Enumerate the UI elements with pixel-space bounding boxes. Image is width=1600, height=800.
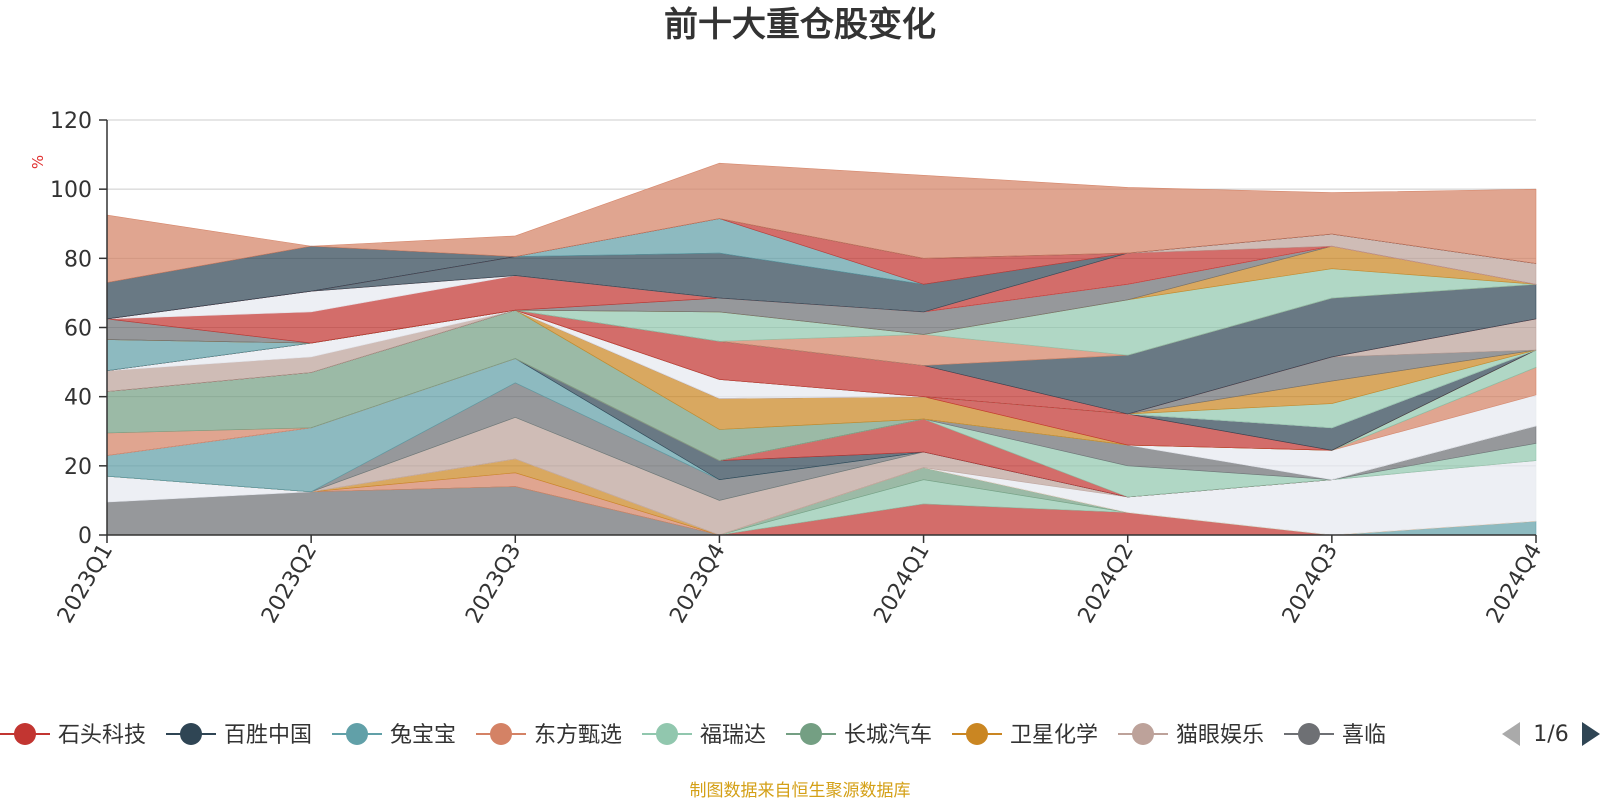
x-tick-labels: 2023Q1 2023Q2 2023Q3 2023Q4 2024Q1 2024Q2 2024… [53,535,1547,628]
legend-item[interactable]: 兔宝宝 [332,723,456,748]
legend-item[interactable]: 东方甄选 [476,723,622,748]
legend-item[interactable]: 卫星化学 [952,723,1098,748]
y-tick-label: 100 [50,178,92,203]
y-tick-label: 40 [64,386,92,411]
legend-label: 百胜中国 [224,723,312,748]
y-tick-label: 20 [64,455,92,480]
legend-prev-arrow-icon[interactable] [1502,722,1520,746]
legend-item[interactable]: 长城汽车 [786,723,932,748]
legend: 石头科技 百胜中国 兔宝宝 东方甄选 福瑞达 长城汽车 卫星化学 猫眼娱乐 喜临 [0,723,1386,748]
legend-marker-icon [14,723,36,745]
y-tick-label: 0 [78,524,92,549]
legend-item[interactable]: 百胜中国 [166,723,312,748]
legend-item[interactable]: 喜临 [1284,723,1386,748]
legend-marker-icon [800,723,822,745]
legend-marker-icon [490,723,512,745]
y-axis-label: % [29,155,47,169]
legend-label: 福瑞达 [700,723,766,748]
y-tick-labels: 0 20 40 60 80 100 120 [50,109,107,549]
y-tick-label: 80 [64,247,92,272]
x-tick-label: 2024Q2 [1074,540,1139,628]
legend-marker-icon [1298,723,1320,745]
x-tick-label: 2023Q2 [257,540,322,628]
x-tick-label: 2023Q3 [461,540,526,628]
legend-page-indicator: 1/6 [1533,722,1568,747]
area-series [106,162,1537,536]
legend-item[interactable]: 石头科技 [0,723,146,748]
legend-label: 东方甄选 [534,723,622,748]
y-tick-label: 60 [64,317,92,342]
legend-next-arrow-icon[interactable] [1582,722,1600,746]
legend-marker-icon [656,723,678,745]
x-tick-label: 2024Q4 [1482,540,1547,628]
x-tick-label: 2024Q1 [869,540,934,628]
x-tick-label: 2024Q3 [1278,540,1343,628]
legend-marker-icon [180,723,202,745]
legend-item[interactable]: 福瑞达 [642,723,766,748]
legend-label: 长城汽车 [844,723,932,748]
x-tick-label: 2023Q1 [53,540,118,628]
legend-marker-icon [966,723,988,745]
legend-pager: 1/6 [1502,722,1600,747]
legend-label: 兔宝宝 [390,723,456,748]
legend-label: 石头科技 [58,723,146,748]
legend-label: 喜临 [1342,723,1386,748]
y-tick-label: 120 [50,109,92,134]
source-note: 制图数据来自恒生聚源数据库 [690,781,911,800]
legend-marker-icon [346,723,368,745]
area-series-45 [106,162,1537,283]
legend-label: 卫星化学 [1010,723,1098,748]
legend-item[interactable]: 猫眼娱乐 [1118,723,1264,748]
legend-label: 猫眼娱乐 [1176,723,1264,748]
x-tick-label: 2023Q4 [665,540,730,628]
legend-marker-icon [1132,723,1154,745]
chart-title: 前十大重仓股变化 [664,5,936,45]
